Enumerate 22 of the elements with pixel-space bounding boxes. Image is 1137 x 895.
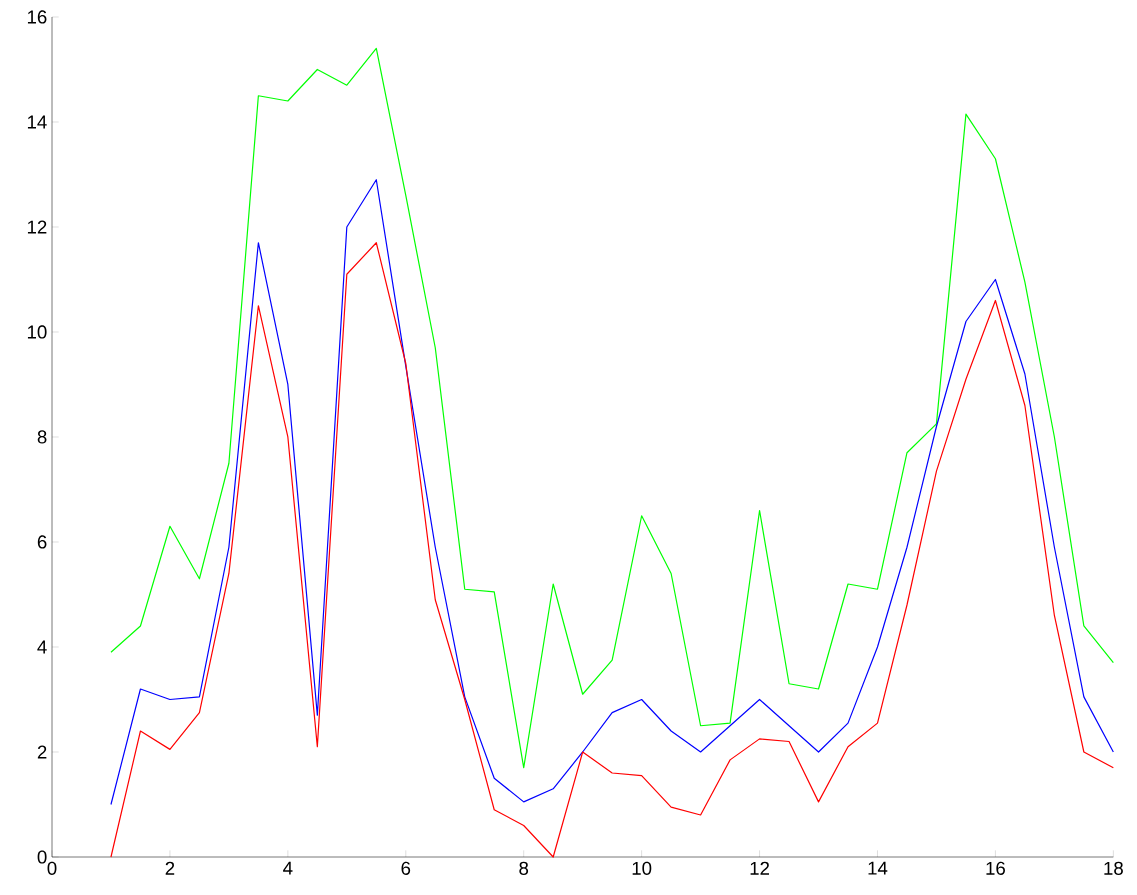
x-tick-label: 6 xyxy=(401,861,411,875)
y-tick-label: 14 xyxy=(27,115,47,129)
x-tick-label: 16 xyxy=(986,861,1005,875)
x-tick-label: 14 xyxy=(868,861,888,875)
line-series xyxy=(110,47,1114,769)
y-tick-label: 8 xyxy=(37,430,47,444)
y-tick-label: 6 xyxy=(37,535,47,549)
x-tick-label: 10 xyxy=(632,861,652,875)
line-series xyxy=(110,179,1114,806)
x-tick-label: 18 xyxy=(1104,861,1123,875)
y-tick-label: 12 xyxy=(27,220,47,234)
x-tick-label: 0 xyxy=(47,861,57,875)
x-tick-label: 8 xyxy=(519,861,529,875)
y-tick-label: 10 xyxy=(27,325,47,339)
line-series xyxy=(110,242,1114,858)
x-tick-label: 2 xyxy=(165,861,175,875)
y-tick-label: 16 xyxy=(27,10,47,24)
x-tick-label: 4 xyxy=(283,861,293,875)
x-tick-label: 12 xyxy=(750,861,770,875)
y-tick-label: 0 xyxy=(37,850,47,864)
y-tick-label: 4 xyxy=(37,640,47,654)
y-tick-label: 2 xyxy=(37,745,47,759)
